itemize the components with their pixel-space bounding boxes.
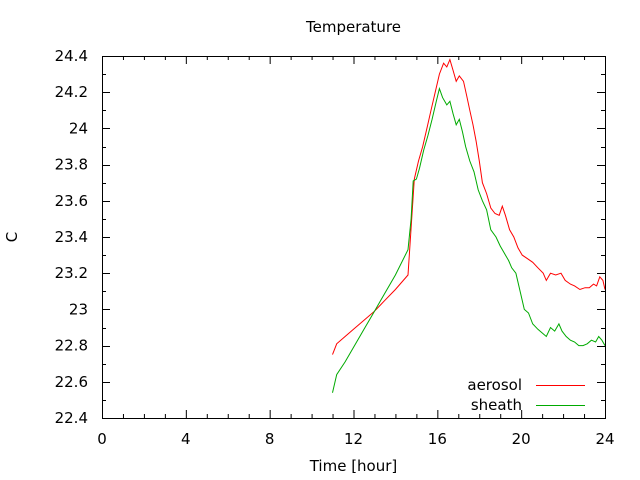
- x-tick-label: 24: [595, 430, 614, 448]
- legend-label-aerosol: aerosol: [467, 376, 522, 394]
- y-tick-label: 23: [69, 300, 88, 318]
- y-tick-label: 24: [69, 119, 88, 137]
- series-line-sheath: [332, 86, 606, 393]
- y-tick-label: 24.4: [55, 47, 88, 65]
- y-tick-label: 23.4: [55, 228, 88, 246]
- x-tick-label: 16: [428, 430, 447, 448]
- x-tick-label: 0: [97, 430, 107, 448]
- x-tick-label: 20: [512, 430, 531, 448]
- x-tick-label: 12: [344, 430, 363, 448]
- y-tick-label: 23.2: [55, 264, 88, 282]
- plot-frame: [102, 56, 606, 419]
- chart-title: Temperature: [305, 18, 401, 36]
- legend: aerosol sheath: [467, 376, 585, 414]
- series-line-aerosol: [332, 58, 606, 355]
- x-tick-label: 8: [265, 430, 275, 448]
- y-tick-label: 22.8: [55, 337, 88, 355]
- y-tick-label: 22.6: [55, 373, 88, 391]
- x-tick-label: 4: [181, 430, 191, 448]
- series-layer: [332, 58, 606, 393]
- y-axis-label: C: [3, 232, 21, 242]
- y-tick-label: 23.6: [55, 192, 88, 210]
- legend-label-sheath: sheath: [471, 396, 522, 414]
- y-tick-label: 23.8: [55, 156, 88, 174]
- y-tick-label: 24.2: [55, 83, 88, 101]
- ticks-layer: 0 4 8 12 16 20 24 22.4 22.6 22.8 23 23.2 23.4 23.6 23.…: [55, 47, 615, 448]
- x-axis-label: Time [hour]: [309, 457, 398, 475]
- y-tick-label: 22.4: [55, 409, 88, 427]
